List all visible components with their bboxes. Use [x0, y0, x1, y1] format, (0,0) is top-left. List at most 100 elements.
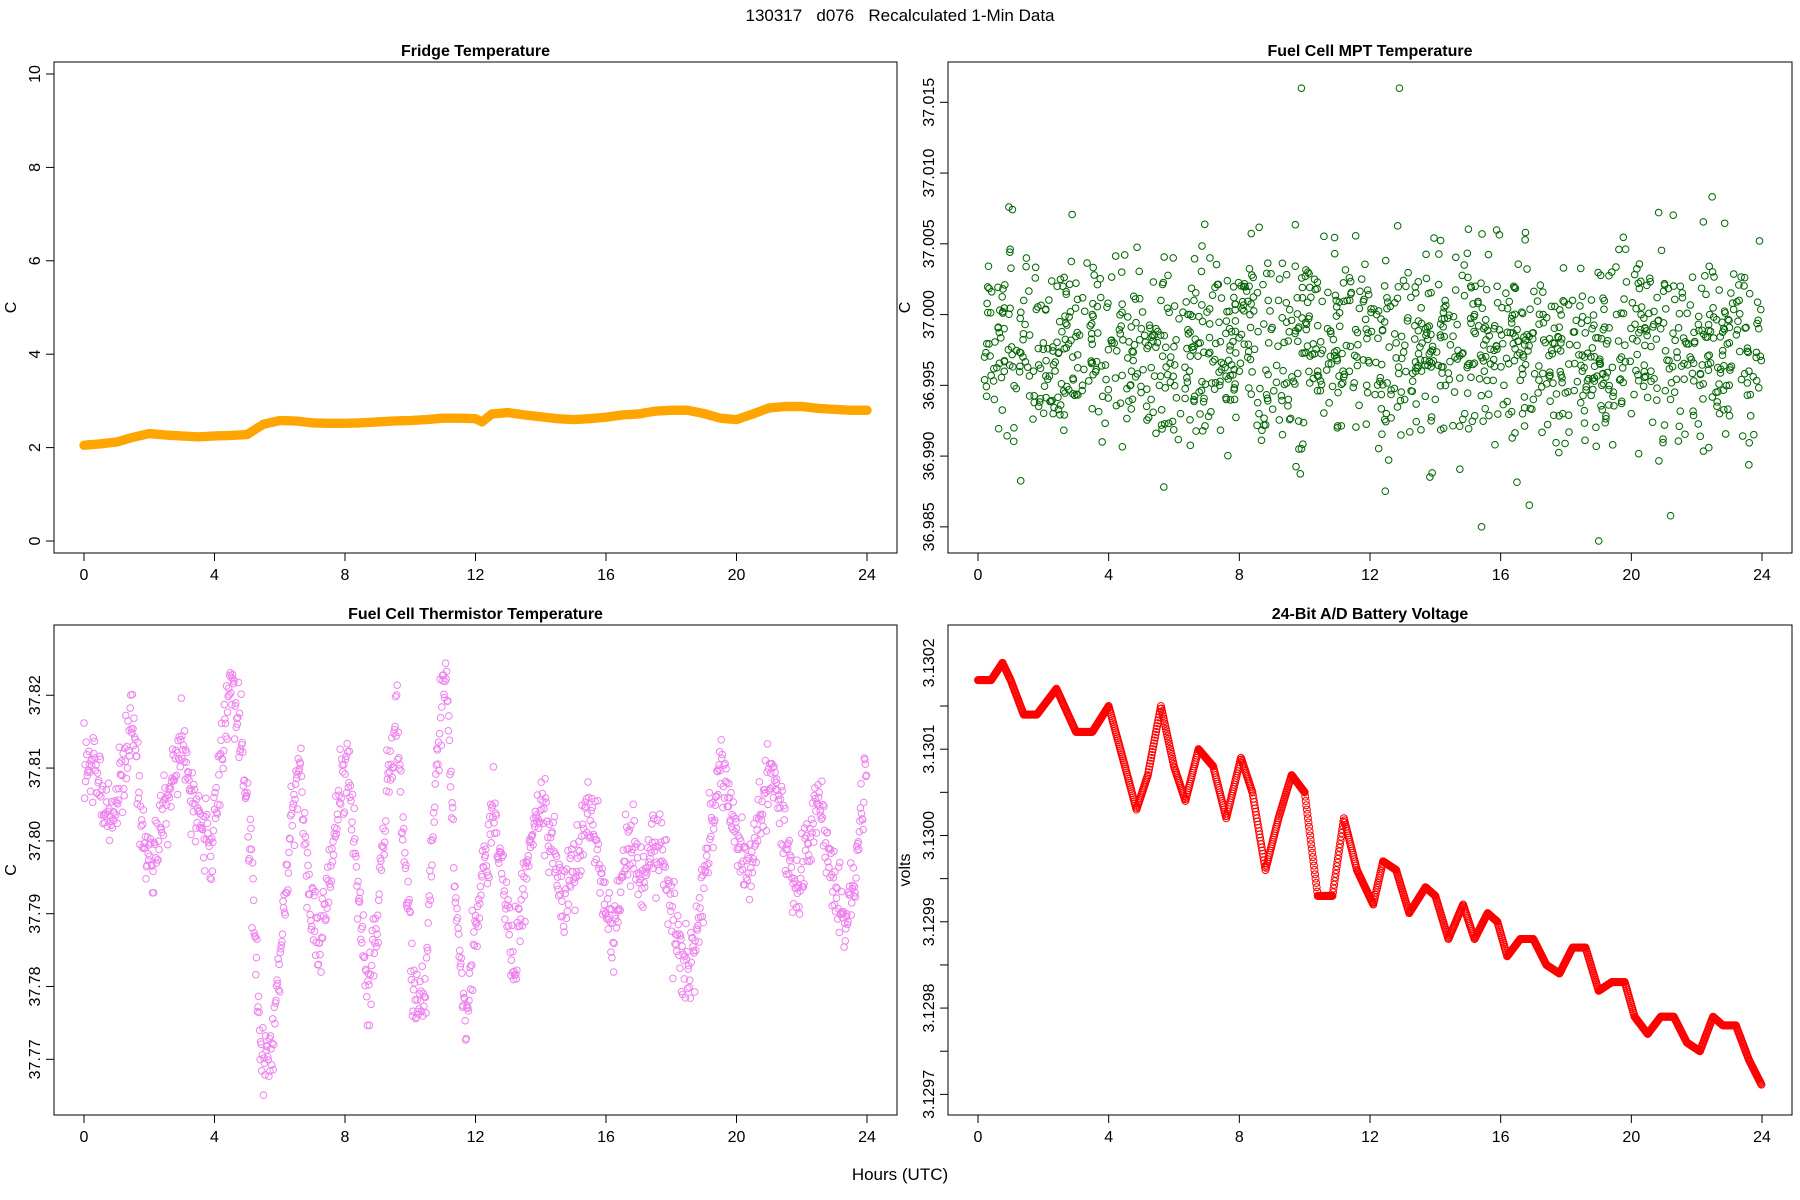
data-point — [1471, 282, 1479, 291]
data-point — [1549, 379, 1557, 387]
data-point — [208, 867, 217, 876]
data-point — [1464, 424, 1473, 433]
data-point — [1245, 384, 1253, 392]
data-point — [125, 726, 133, 735]
data-point — [274, 985, 283, 994]
data-point — [410, 966, 418, 975]
data-point — [844, 917, 852, 926]
data-point — [1239, 301, 1248, 310]
data-point — [494, 855, 503, 864]
data-point — [1215, 368, 1223, 376]
data-point — [984, 308, 992, 317]
data-point — [1311, 870, 1320, 879]
data-point — [1609, 388, 1618, 396]
data-point — [1284, 402, 1292, 410]
data-point — [213, 810, 222, 818]
data-point — [531, 807, 540, 816]
data-point — [513, 966, 521, 975]
data-point — [651, 842, 660, 851]
data-point — [847, 899, 856, 907]
data-point — [1036, 364, 1045, 373]
data-point — [1087, 357, 1095, 365]
y-tick-label: 3.1297 — [921, 1070, 938, 1119]
data-point — [1117, 322, 1125, 330]
data-point — [443, 697, 452, 705]
data-point — [335, 798, 344, 807]
data-point — [1424, 289, 1433, 298]
data-point — [1149, 408, 1157, 417]
data-point — [1342, 341, 1351, 350]
data-point — [1120, 251, 1129, 259]
data-point — [1726, 366, 1734, 374]
data-point — [1186, 310, 1195, 319]
data-point — [1578, 292, 1587, 300]
data-point — [1371, 390, 1379, 399]
data-point — [268, 1039, 276, 1047]
data-point — [1690, 328, 1698, 337]
data-point — [1226, 346, 1234, 354]
y-tick-label: 4 — [27, 350, 44, 359]
data-point — [1115, 325, 1124, 334]
data-point — [380, 851, 388, 859]
data-point — [1172, 336, 1180, 344]
data-point — [792, 903, 801, 912]
data-point — [1536, 281, 1545, 290]
data-point — [657, 818, 666, 827]
data-point — [210, 793, 218, 802]
data-point — [746, 840, 754, 848]
data-point — [652, 894, 660, 902]
data-point — [1560, 298, 1569, 306]
data-point — [186, 784, 194, 793]
data-point — [1068, 353, 1077, 361]
data-point — [104, 779, 113, 788]
data-point — [708, 816, 716, 825]
data-point — [1661, 347, 1670, 355]
data-point — [490, 829, 499, 837]
data-point — [114, 796, 123, 804]
data-point — [1335, 843, 1344, 852]
data-point — [1230, 384, 1239, 392]
data-point — [796, 874, 805, 883]
data-point — [1397, 431, 1405, 439]
data-point — [1270, 386, 1278, 395]
data-point — [115, 784, 123, 793]
data-point — [1291, 262, 1300, 271]
data-point — [1492, 342, 1501, 351]
data-point — [1397, 354, 1406, 363]
data-point — [424, 900, 433, 909]
data-point — [1652, 335, 1661, 343]
data-point — [1019, 335, 1027, 344]
data-point — [1072, 279, 1080, 287]
data-point — [1152, 429, 1160, 438]
data-point — [628, 859, 637, 868]
data-point — [451, 882, 459, 891]
data-point — [223, 735, 231, 743]
data-point — [1627, 409, 1636, 418]
data-point — [1350, 351, 1359, 360]
data-point — [699, 918, 708, 927]
data-point — [1639, 382, 1648, 391]
data-point — [1320, 409, 1328, 417]
data-point — [1477, 523, 1486, 531]
data-point — [1262, 269, 1271, 278]
data-point — [1170, 381, 1179, 390]
data-point — [392, 732, 400, 740]
data-point — [1325, 399, 1333, 407]
data-point — [737, 837, 745, 845]
data-point — [1312, 883, 1321, 892]
data-point — [1708, 393, 1717, 401]
data-point — [1147, 363, 1156, 372]
data-point — [1469, 360, 1477, 369]
data-point — [278, 930, 287, 939]
data-point — [1467, 373, 1475, 382]
data-point — [594, 797, 602, 805]
data-point — [836, 858, 844, 867]
data-point — [994, 424, 1003, 433]
data-point — [670, 889, 679, 898]
data-point — [1197, 386, 1206, 395]
data-point — [312, 938, 320, 947]
data-point — [476, 882, 485, 891]
data-point — [209, 826, 218, 835]
data-point — [1172, 394, 1181, 402]
